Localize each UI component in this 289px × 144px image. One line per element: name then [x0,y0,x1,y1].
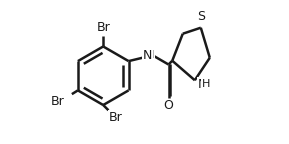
Text: Br: Br [96,21,110,34]
Text: O: O [164,99,173,112]
Text: H: H [146,51,155,60]
Text: Br: Br [51,95,64,108]
Text: S: S [198,10,205,23]
Text: H: H [202,79,210,89]
Text: N: N [198,77,207,91]
Text: N: N [143,49,153,62]
Text: Br: Br [108,111,122,124]
